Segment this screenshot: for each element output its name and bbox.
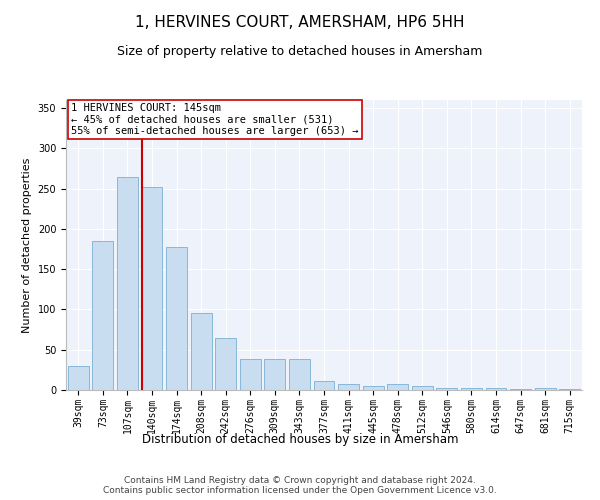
Bar <box>412 386 433 390</box>
Bar <box>166 248 187 390</box>
Bar <box>362 386 383 390</box>
Bar <box>68 366 89 390</box>
Bar <box>461 388 482 390</box>
Bar <box>485 388 506 390</box>
Bar <box>535 388 556 390</box>
Text: 1, HERVINES COURT, AMERSHAM, HP6 5HH: 1, HERVINES COURT, AMERSHAM, HP6 5HH <box>135 15 465 30</box>
Bar <box>191 314 212 390</box>
Text: Distribution of detached houses by size in Amersham: Distribution of detached houses by size … <box>142 432 458 446</box>
Bar <box>289 360 310 390</box>
Text: 1 HERVINES COURT: 145sqm
← 45% of detached houses are smaller (531)
55% of semi-: 1 HERVINES COURT: 145sqm ← 45% of detach… <box>71 103 359 136</box>
Bar <box>92 241 113 390</box>
Bar <box>117 176 138 390</box>
Text: Size of property relative to detached houses in Amersham: Size of property relative to detached ho… <box>118 45 482 58</box>
Bar <box>215 338 236 390</box>
Bar <box>240 360 261 390</box>
Bar <box>265 360 286 390</box>
Bar <box>510 389 531 390</box>
Bar <box>559 389 580 390</box>
Bar <box>142 187 163 390</box>
Bar <box>436 388 457 390</box>
Bar <box>314 381 334 390</box>
Bar <box>338 384 359 390</box>
Bar <box>387 384 408 390</box>
Y-axis label: Number of detached properties: Number of detached properties <box>22 158 32 332</box>
Text: Contains HM Land Registry data © Crown copyright and database right 2024.
Contai: Contains HM Land Registry data © Crown c… <box>103 476 497 495</box>
